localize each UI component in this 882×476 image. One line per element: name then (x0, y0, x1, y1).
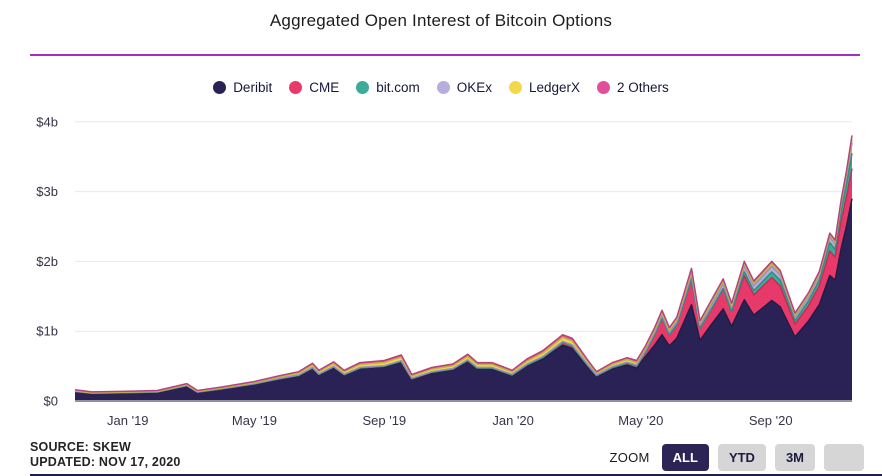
legend-dot-ledgerx (508, 81, 522, 94)
y-axis-labels: $0 $1b $2b $3b $4b (36, 114, 58, 408)
legend-item-2-others[interactable]: 2 Others (597, 80, 669, 95)
x-tick-label: Sep '19 (362, 413, 406, 428)
x-tick-label: Jan '20 (492, 413, 534, 428)
legend-dot-cme (289, 81, 303, 94)
zoom-controls: ZOOM ALL YTD 3M (609, 444, 864, 471)
legend-label: Deribit (233, 80, 273, 95)
legend-dot-bit-com (356, 81, 370, 94)
legend-item-okex[interactable]: OKEx (436, 80, 492, 95)
zoom-button-3m[interactable]: 3M (774, 444, 815, 471)
x-tick-label: May '20 (618, 413, 663, 428)
legend: Deribit CME bit.com OKEx LedgerX 2 Others (0, 80, 882, 95)
series-outline-okex (74, 142, 853, 394)
x-tick-label: Sep '20 (749, 413, 793, 428)
series-outline-2-others (74, 135, 853, 393)
legend-dot-2-others (597, 81, 611, 94)
source-line: SOURCE: SKEW (30, 440, 132, 454)
y-tick-label: $0 (44, 394, 58, 409)
updated-line: UPDATED: NOV 17, 2020 (30, 455, 181, 469)
legend-label: CME (309, 80, 340, 95)
legend-item-deribit[interactable]: Deribit (213, 80, 272, 95)
zoom-button-ytd[interactable]: YTD (717, 444, 766, 471)
legend-label: OKEx (456, 80, 492, 95)
legend-item-ledgerx[interactable]: LedgerX (508, 80, 581, 95)
legend-item-bit-com[interactable]: bit.com (356, 80, 420, 95)
stacked-area-chart[interactable]: $0 $1b $2b $3b $4b Jan '19 May '19 Sep '19 Jan '… (0, 106, 882, 438)
area-series-group (75, 135, 852, 401)
legend-label: bit.com (376, 80, 420, 95)
legend-label: 2 Others (617, 80, 669, 95)
area-series-deribit[interactable] (75, 198, 852, 401)
source-block: SOURCE: SKEW UPDATED: NOV 17, 2020 (30, 440, 181, 470)
bottom-rule (30, 474, 882, 476)
area-series-cme[interactable] (75, 168, 852, 394)
y-tick-label: $1b (36, 324, 58, 339)
zoom-button-all[interactable]: ALL (661, 444, 709, 471)
y-tick-label: $2b (36, 254, 58, 269)
x-axis-labels: Jan '19 May '19 Sep '19 Jan '20 May '20 Sep '… (107, 413, 793, 428)
zoom-label: ZOOM (609, 450, 650, 465)
legend-label: LedgerX (528, 80, 581, 95)
y-tick-label: $4b (36, 114, 58, 129)
x-tick-label: May '19 (232, 413, 277, 428)
accent-divider (30, 54, 860, 56)
legend-dot-deribit (213, 81, 227, 94)
legend-dot-okex (436, 81, 450, 94)
zoom-button-blank[interactable] (824, 444, 864, 471)
y-tick-label: $3b (36, 184, 58, 199)
series-outline-ledgerx (74, 139, 853, 394)
page-title: Aggregated Open Interest of Bitcoin Opti… (269, 11, 613, 30)
x-tick-label: Jan '19 (107, 413, 149, 428)
legend-item-cme[interactable]: CME (289, 80, 339, 95)
series-outline-group (74, 135, 853, 395)
